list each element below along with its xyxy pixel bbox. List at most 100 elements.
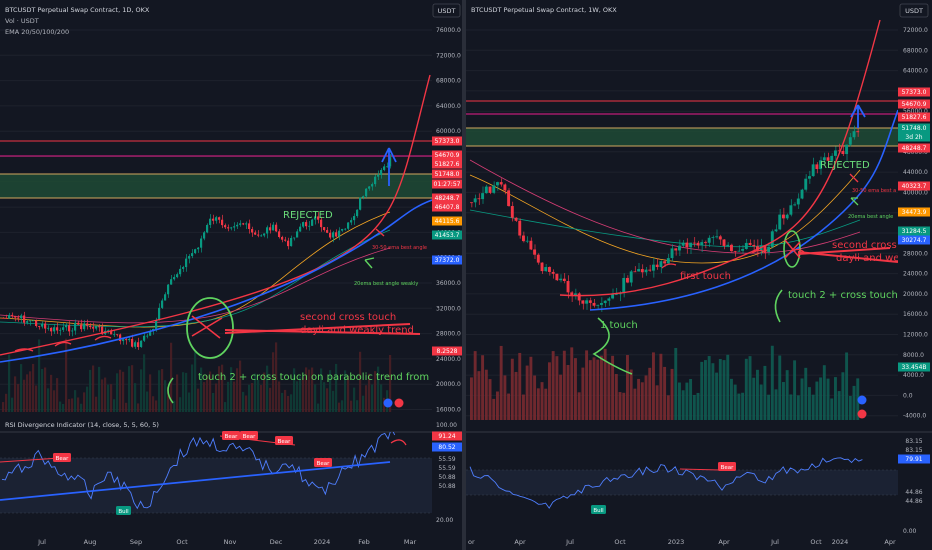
price-tick: 24000.0 [436,356,461,363]
candle [707,237,711,243]
volume-bar [577,392,581,420]
rsi-band [0,458,432,513]
candle [611,294,615,299]
volume-bar [371,384,374,412]
volume-bar [477,371,481,420]
candle [281,236,284,240]
volume-bar [131,365,134,412]
volume-bar [128,366,131,412]
candle [74,322,77,331]
right-chart[interactable]: REJECTED 30-50 ema best a 20ema best ang… [466,0,932,432]
rsi-tick-20: 20.00 [436,517,453,524]
volume-bar [344,370,347,412]
volume-bar [752,377,756,420]
volume-bar [107,384,110,412]
price-badge: 30274.7 [898,235,930,245]
candle [158,307,161,321]
volume-bar [834,377,837,420]
candle [856,131,860,133]
rsi-label-bear: Bear [275,436,293,445]
left-time-axis[interactable]: Jul Aug Sep Oct Nov Dec 2024 Feb Mar [37,538,416,546]
volume-bar [796,395,800,420]
ema20-pointer [364,257,375,269]
candle [338,230,341,237]
candle [555,273,559,281]
currency-button[interactable] [899,3,929,18]
volume-bar [74,390,77,412]
candle [544,267,548,272]
candle [581,300,585,304]
volume-bar [275,342,278,412]
price-badge-text: 51748.0 [435,171,460,178]
candle [170,279,173,285]
volume-bar [80,403,83,412]
candle [173,277,176,280]
volume-bar [167,386,170,412]
price-badge-text: 91.24 [438,433,455,440]
right-time-axis[interactable]: Apr Jul Oct 2023 Apr Jul Oct 2024 Apr or [468,538,896,546]
candle [711,237,715,239]
volume-bar [263,372,266,412]
volume-bar [86,386,89,412]
candle [140,340,143,348]
price-badge-bg [898,143,930,153]
volume-bar [544,388,548,420]
volume-bar [236,368,239,412]
candle [718,236,722,240]
volume-bar [164,380,167,412]
left-chart[interactable]: REJECTED 30-50 ema best angle 20ema best… [0,0,462,446]
candle [692,242,696,244]
flag-icon[interactable] [857,395,867,419]
candle [510,206,514,218]
candle [603,300,607,304]
time-tick: Apr [514,538,526,546]
candle [242,223,245,225]
volume-bar [347,376,350,412]
candle [540,262,544,272]
candle [206,224,209,233]
volume-bar [2,402,5,412]
price-badge: 51748.0 [432,169,462,179]
volume-bar [626,355,629,420]
volume-bar [514,371,518,420]
candle [678,245,681,251]
right-rsi-pane[interactable]: Bear Bull 0.00 83.15 83.15 79.91 44.86 44.86 [466,431,932,535]
price-tick: 36000.0 [436,280,461,287]
volume-bar [308,369,311,412]
volume-bar [481,355,485,420]
price-badge-bg [432,472,462,482]
panel-divider[interactable] [462,0,466,550]
rsi-label-bull: Bull [591,505,606,514]
volume-bar [32,363,35,412]
volume-bar [242,391,245,412]
price-badge-bg [898,436,930,446]
volume-bar [215,383,218,412]
candle [704,242,707,243]
candle [11,314,14,316]
candle [819,160,823,170]
price-badge: 41453.7 [432,230,462,240]
volume-bar [125,402,128,412]
candle [251,229,254,233]
volume-bar [689,379,693,420]
currency-label: USDT [905,7,923,15]
flag-icon[interactable] [383,398,404,408]
price-badge-text: 48248.7 [902,145,927,152]
volume-bar [323,382,326,412]
rsi-arrow-scribble [390,439,407,446]
candle [499,182,503,185]
candle [629,271,633,283]
price-badge-text: 83.15 [905,447,922,454]
candle [317,216,320,220]
currency-button[interactable] [432,3,461,18]
volume-bar [353,387,356,412]
volume-bar [737,393,741,420]
candle [257,234,260,236]
volume-bar [822,365,826,420]
candle [305,222,308,227]
price-tick: 40000.0 [903,189,928,196]
left-rsi-pane[interactable]: RSI Divergence Indicator (14, close, 5, … [0,421,462,533]
price-scale[interactable] [432,0,462,432]
volume-bar [819,377,823,420]
